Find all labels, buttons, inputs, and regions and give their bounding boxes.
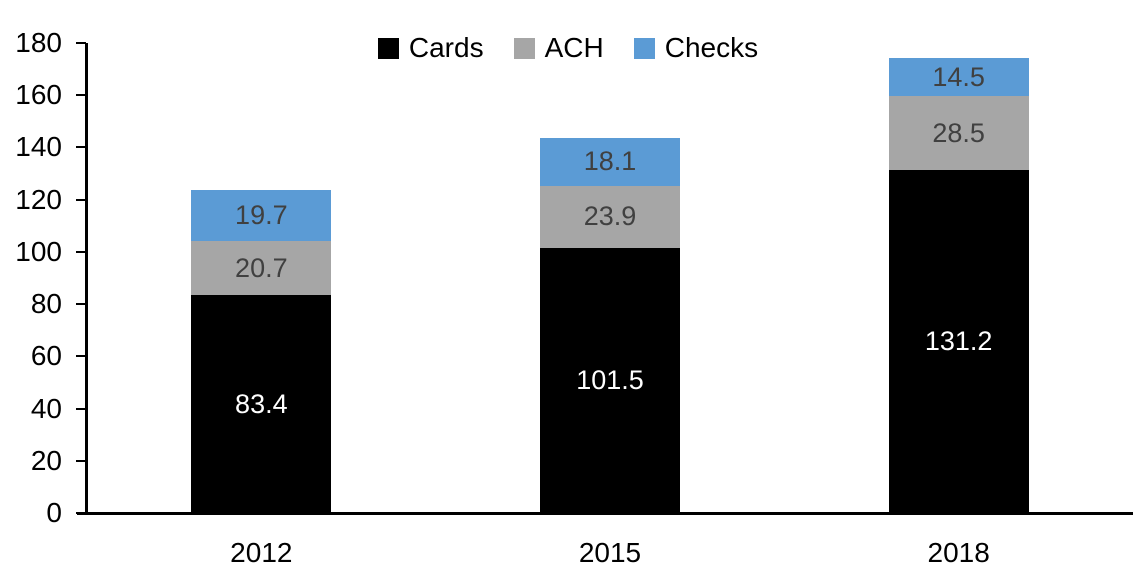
bar-segment-checks-2018: 14.5: [888, 58, 1029, 96]
data-label-ach-2012: 20.7: [235, 252, 288, 283]
legend-swatch-checks-icon: [633, 37, 655, 59]
legend-swatch-cards-icon: [377, 37, 399, 59]
legend-label-checks: Checks: [664, 32, 759, 63]
y-tick-mark: [76, 94, 86, 97]
data-label-cards-2018: 131.2: [924, 326, 993, 357]
y-tick-mark: [76, 146, 86, 149]
y-tick-label: 80: [30, 288, 62, 320]
y-tick-label: 100: [15, 235, 62, 267]
legend-item-checks: Checks: [633, 32, 759, 63]
legend-item-ach: ACH: [513, 32, 604, 63]
y-tick-label: 40: [30, 392, 62, 424]
y-tick-label: 0: [46, 497, 62, 528]
bar-segment-cards-2018: 131.2: [888, 170, 1029, 513]
bar-segment-ach-2012: 20.7: [191, 241, 332, 296]
y-tick-mark: [76, 355, 86, 358]
x-axis-line: [77, 512, 1133, 515]
y-tick-label: 180: [15, 27, 62, 58]
bar-segment-cards-2012: 83.4: [191, 295, 332, 513]
y-tick-label: 20: [30, 444, 62, 476]
y-tick-mark: [76, 198, 86, 201]
x-tick-label-2018: 2018: [927, 537, 990, 568]
bar-segment-ach-2018: 28.5: [888, 96, 1029, 171]
legend-item-cards: Cards: [377, 32, 484, 63]
chart-legend: Cards ACH Checks: [0, 34, 1136, 62]
y-tick-mark: [76, 459, 86, 462]
y-tick-label: 60: [30, 340, 62, 372]
x-tick-label-2015: 2015: [578, 537, 642, 568]
data-label-cards-2015: 101.5: [576, 364, 644, 395]
bar-segment-ach-2015: 23.9: [540, 185, 680, 248]
bar-segment-checks-2015: 18.1: [540, 138, 680, 186]
data-label-checks-2015: 18.1: [583, 146, 637, 177]
data-label-cards-2012: 83.4: [235, 388, 288, 419]
y-tick-label: 120: [15, 183, 62, 215]
legend-label-ach: ACH: [544, 32, 604, 63]
y-tick-mark: [76, 303, 86, 306]
x-tick-label-2012: 2012: [230, 537, 293, 568]
legend-swatch-ach-icon: [513, 37, 535, 59]
y-tick-label: 140: [15, 131, 62, 163]
data-label-checks-2018: 14.5: [932, 61, 985, 92]
data-label-checks-2012: 19.7: [235, 199, 288, 230]
data-label-ach-2018: 28.5: [932, 117, 985, 148]
bar-segment-cards-2015: 101.5: [540, 247, 680, 513]
data-label-ach-2015: 23.9: [583, 201, 637, 232]
y-axis-line: [85, 43, 88, 514]
y-tick-mark: [76, 42, 86, 44]
y-tick-mark: [76, 407, 86, 410]
bar-segment-checks-2012: 19.7: [191, 189, 332, 242]
legend-label-cards: Cards: [408, 32, 484, 63]
y-tick-label: 160: [15, 79, 62, 111]
y-tick-mark: [76, 250, 86, 253]
